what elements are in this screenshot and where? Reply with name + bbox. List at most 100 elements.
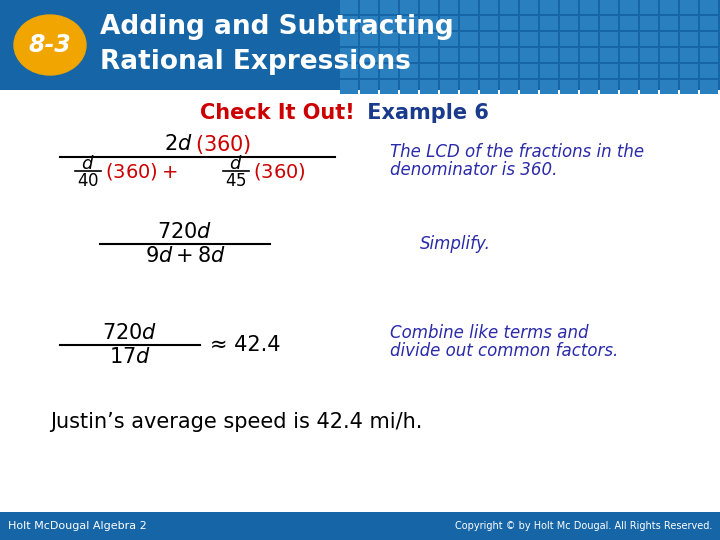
Text: denominator is 360.: denominator is 360. [390, 161, 557, 179]
Bar [400, 0, 418, 14]
Bar [580, 64, 598, 78]
Bar [640, 48, 658, 62]
Bar [560, 48, 578, 62]
Bar [380, 80, 398, 94]
Text: Check It Out!: Check It Out! [200, 103, 355, 123]
Bar [660, 32, 678, 46]
Bar [460, 32, 478, 46]
Text: $(360)$: $(360)$ [195, 132, 251, 156]
Bar [640, 64, 658, 78]
Bar [420, 80, 438, 94]
Bar [700, 32, 718, 46]
Bar [580, 80, 598, 94]
Bar [620, 32, 638, 46]
Bar [700, 16, 718, 30]
Bar [360, 64, 378, 78]
Text: ≈ 42.4: ≈ 42.4 [210, 335, 281, 355]
Text: $45$: $45$ [225, 172, 247, 190]
Bar [680, 0, 698, 14]
Bar [420, 0, 438, 14]
Text: The LCD of the fractions in the: The LCD of the fractions in the [390, 143, 644, 161]
Bar [640, 16, 658, 30]
Text: $40$: $40$ [77, 172, 99, 190]
Bar [620, 80, 638, 94]
Text: Rational Expressions: Rational Expressions [100, 49, 411, 75]
Bar [480, 64, 498, 78]
Bar [660, 16, 678, 30]
Text: Combine like terms and: Combine like terms and [390, 324, 588, 342]
Text: $720d$: $720d$ [158, 222, 212, 242]
Bar [460, 16, 478, 30]
Bar [600, 0, 618, 14]
Bar [480, 16, 498, 30]
Bar [380, 32, 398, 46]
Bar [380, 16, 398, 30]
Text: $720d$: $720d$ [102, 323, 158, 343]
Bar [460, 64, 478, 78]
Bar [420, 16, 438, 30]
Bar [680, 32, 698, 46]
Bar [660, 80, 678, 94]
Bar [500, 80, 518, 94]
Bar [560, 80, 578, 94]
Bar [560, 32, 578, 46]
Bar [480, 48, 498, 62]
Bar [400, 48, 418, 62]
Bar [400, 64, 418, 78]
Text: Adding and Subtracting: Adding and Subtracting [100, 14, 454, 40]
Bar [0, 0, 720, 90]
Bar [440, 80, 458, 94]
Text: $(360)+$: $(360)+$ [105, 161, 178, 183]
Bar [620, 16, 638, 30]
Bar [360, 32, 378, 46]
Bar [580, 0, 598, 14]
Text: $(360)$: $(360)$ [253, 161, 306, 183]
Bar [420, 64, 438, 78]
Bar [540, 48, 558, 62]
Bar [340, 32, 358, 46]
Text: Copyright © by Holt Mc Dougal. All Rights Reserved.: Copyright © by Holt Mc Dougal. All Right… [454, 521, 712, 531]
Bar [440, 64, 458, 78]
Bar [480, 80, 498, 94]
Text: Example 6: Example 6 [360, 103, 489, 123]
Bar [340, 0, 358, 14]
Bar [400, 32, 418, 46]
Text: $2d$: $2d$ [164, 134, 193, 154]
Bar [540, 32, 558, 46]
Bar [680, 80, 698, 94]
Text: 8-3: 8-3 [29, 33, 71, 57]
Bar [600, 48, 618, 62]
Bar [500, 48, 518, 62]
Bar [680, 64, 698, 78]
Bar [380, 64, 398, 78]
Bar [540, 0, 558, 14]
Bar [700, 0, 718, 14]
Text: Justin’s average speed is 42.4 mi/h.: Justin’s average speed is 42.4 mi/h. [50, 412, 423, 432]
Bar [440, 16, 458, 30]
Bar [380, 48, 398, 62]
Bar [620, 0, 638, 14]
Bar [360, 0, 378, 14]
Bar [660, 48, 678, 62]
Bar [480, 32, 498, 46]
Bar [440, 48, 458, 62]
Bar [660, 64, 678, 78]
Ellipse shape [14, 15, 86, 75]
Bar [660, 0, 678, 14]
Bar [580, 48, 598, 62]
Bar [520, 32, 538, 46]
Bar [400, 16, 418, 30]
Bar [520, 48, 538, 62]
Bar [480, 0, 498, 14]
Bar [600, 80, 618, 94]
Text: Simplify.: Simplify. [420, 235, 491, 253]
Text: divide out common factors.: divide out common factors. [390, 342, 618, 360]
Bar [340, 16, 358, 30]
Bar [520, 64, 538, 78]
Bar [520, 0, 538, 14]
Bar [580, 16, 598, 30]
Text: $9d + 8d$: $9d + 8d$ [145, 246, 225, 266]
Text: $17d$: $17d$ [109, 347, 151, 367]
Bar [500, 16, 518, 30]
Bar [400, 80, 418, 94]
